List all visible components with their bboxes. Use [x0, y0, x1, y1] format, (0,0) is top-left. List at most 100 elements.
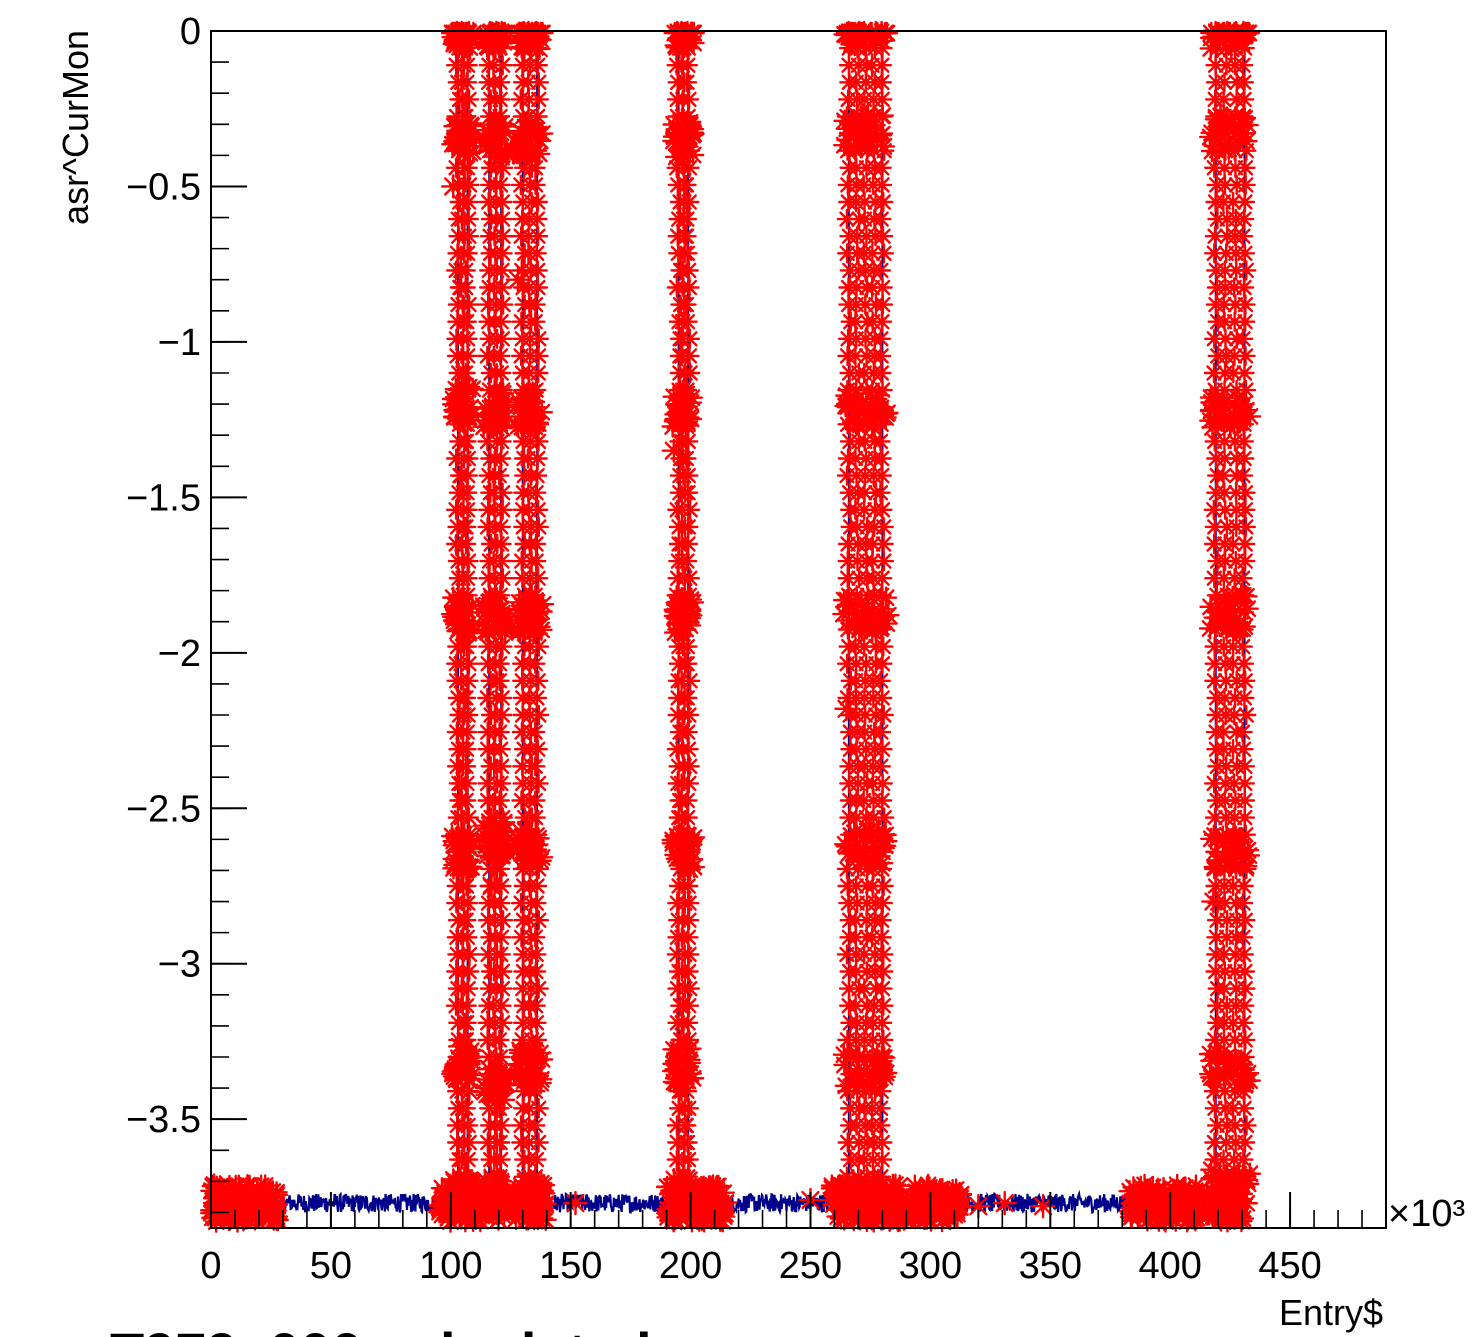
data-point [678, 858, 702, 881]
data-point [451, 410, 475, 434]
data-point [528, 345, 549, 367]
data-point [528, 773, 549, 794]
data-point [526, 1012, 547, 1034]
data-point [525, 653, 546, 674]
data-point [440, 174, 466, 199]
data-point [458, 208, 479, 230]
data-point [678, 260, 699, 281]
data-point [677, 1012, 699, 1034]
data-point [458, 961, 480, 982]
data-point [1232, 636, 1253, 657]
data-point [458, 191, 479, 213]
data-point [834, 696, 859, 721]
data-point [870, 756, 891, 777]
data-point [1235, 482, 1256, 503]
data-point [665, 847, 689, 870]
data-point [457, 978, 479, 999]
data-point [524, 721, 546, 743]
data-point [456, 21, 479, 45]
data-point [491, 927, 512, 948]
data-point [663, 21, 686, 45]
data-point [459, 174, 480, 196]
x-tick-label: 150 [539, 1245, 602, 1287]
data-point [1232, 892, 1254, 914]
data-point [457, 1149, 479, 1170]
data-point [528, 516, 550, 538]
data-point [474, 30, 497, 54]
data-point [525, 1115, 546, 1136]
data-point [458, 670, 479, 691]
data-point [489, 1132, 511, 1153]
data-point [492, 294, 514, 315]
data-point [837, 842, 861, 865]
data-point [455, 516, 477, 538]
data-point [456, 482, 478, 503]
data-point [676, 1115, 697, 1136]
x-tick-label: 300 [899, 1245, 962, 1287]
data-point [492, 243, 513, 264]
data-point [456, 311, 477, 332]
data-point [1234, 550, 1256, 572]
data-point [862, 831, 885, 854]
data-point [528, 978, 549, 999]
data-point [835, 588, 859, 612]
data-point [677, 243, 698, 264]
y-tick-label: −0.5 [126, 166, 201, 208]
data-point [1234, 756, 1255, 777]
data-point [871, 448, 892, 469]
data-point [455, 790, 477, 811]
data-point [492, 482, 513, 503]
data-point [678, 944, 700, 965]
data-point [677, 721, 698, 743]
data-point [678, 1149, 699, 1170]
data-point [671, 1173, 694, 1197]
data-point [457, 1115, 479, 1136]
data-point [442, 829, 465, 853]
data-point [1234, 533, 1256, 555]
data-point [1235, 978, 1256, 999]
data-point [844, 382, 867, 405]
data-point [222, 1178, 245, 1202]
y-tick-label: −3 [158, 944, 201, 986]
data-point [1235, 157, 1256, 179]
data-point [678, 704, 700, 726]
data-point [1212, 407, 1235, 431]
data-point [488, 381, 512, 405]
data-point [528, 704, 550, 726]
x-axis-exponent: ×10³ [1388, 1193, 1465, 1235]
data-point [678, 465, 699, 486]
data-point [1235, 174, 1256, 196]
data-point [525, 174, 546, 196]
data-point [526, 243, 547, 264]
data-point [665, 36, 688, 59]
data-point [492, 961, 513, 982]
data-point [1234, 687, 1255, 709]
data-point [1200, 121, 1223, 145]
data-point [457, 499, 478, 520]
data-point [479, 873, 504, 899]
data-point [455, 260, 476, 281]
data-point [1231, 405, 1255, 428]
data-point [1233, 944, 1254, 965]
data-point [678, 773, 700, 794]
x-tick-label: 0 [200, 1245, 221, 1287]
data-point [1234, 773, 1255, 794]
data-point [664, 1208, 687, 1231]
data-point [492, 978, 513, 999]
data-point [528, 1132, 549, 1153]
data-point [688, 1198, 711, 1221]
data-point [870, 482, 891, 503]
data-point [490, 1149, 511, 1170]
data-point [489, 72, 511, 93]
data-point [1232, 465, 1254, 486]
data-point [1234, 23, 1257, 46]
data-point [872, 225, 894, 247]
data-point [457, 345, 478, 367]
data-point [455, 1098, 476, 1119]
data-point [873, 636, 894, 657]
data-point [1211, 825, 1235, 848]
data-point [850, 607, 873, 631]
data-point [873, 191, 894, 213]
data-point [490, 174, 511, 196]
